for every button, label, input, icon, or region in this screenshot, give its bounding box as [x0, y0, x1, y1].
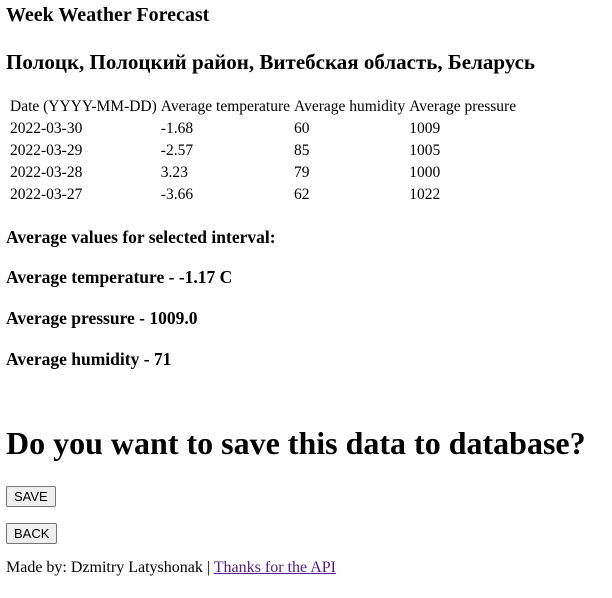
footer: Made by: Dzmitry Latyshonak | Thanks for…	[6, 559, 336, 577]
api-credit-link[interactable]: Thanks for the API	[213, 559, 336, 576]
cell-pressure: 1005	[409, 142, 441, 159]
cell-pressure: 1000	[409, 164, 441, 181]
save-prompt-heading: Do you want to save this data to databas…	[6, 425, 586, 461]
column-header-temperature: Average temperature	[160, 98, 291, 115]
cell-temperature: 3.23	[160, 164, 188, 181]
average-temperature: Average temperature - -1.17 C	[6, 267, 233, 287]
cell-pressure: 1022	[409, 186, 441, 203]
cell-humidity: 85	[294, 142, 310, 159]
cell-humidity: 60	[294, 120, 310, 137]
cell-date: 2022-03-28	[10, 164, 83, 181]
average-humidity: Average humidity - 71	[6, 349, 172, 369]
cell-humidity: 62	[294, 186, 310, 203]
table-row: 2022-03-30 -1.68 60 1009	[9, 119, 517, 139]
forecast-table: Date (YYYY-MM-DD) Average temperature Av…	[7, 95, 519, 207]
table-row: 2022-03-28 3.23 79 1000	[9, 163, 517, 183]
average-pressure: Average pressure - 1009.0	[6, 308, 198, 328]
footer-author: Made by: Dzmitry Latyshonak |	[6, 559, 214, 576]
table-row: 2022-03-29 -2.57 85 1005	[9, 141, 517, 161]
column-header-date: Date (YYYY-MM-DD)	[10, 98, 157, 115]
location-heading: Полоцк, Полоцкий район, Витебская област…	[6, 50, 536, 74]
cell-temperature: -2.57	[160, 142, 194, 159]
cell-temperature: -3.66	[160, 186, 194, 203]
cell-pressure: 1009	[409, 120, 441, 137]
save-button[interactable]: SAVE	[6, 486, 56, 507]
cell-date: 2022-03-30	[10, 120, 83, 137]
summary-heading: Average values for selected interval:	[6, 227, 276, 247]
cell-temperature: -1.68	[160, 120, 194, 137]
table-row: 2022-03-27 -3.66 62 1022	[9, 185, 517, 205]
cell-date: 2022-03-29	[10, 142, 83, 159]
column-header-humidity: Average humidity	[294, 98, 406, 115]
column-header-pressure: Average pressure	[409, 98, 517, 115]
cell-date: 2022-03-27	[10, 186, 83, 203]
cell-humidity: 79	[294, 164, 310, 181]
page-title: Week Weather Forecast	[6, 4, 210, 26]
table-header-row: Date (YYYY-MM-DD) Average temperature Av…	[9, 97, 517, 117]
back-button[interactable]: BACK	[6, 523, 58, 544]
